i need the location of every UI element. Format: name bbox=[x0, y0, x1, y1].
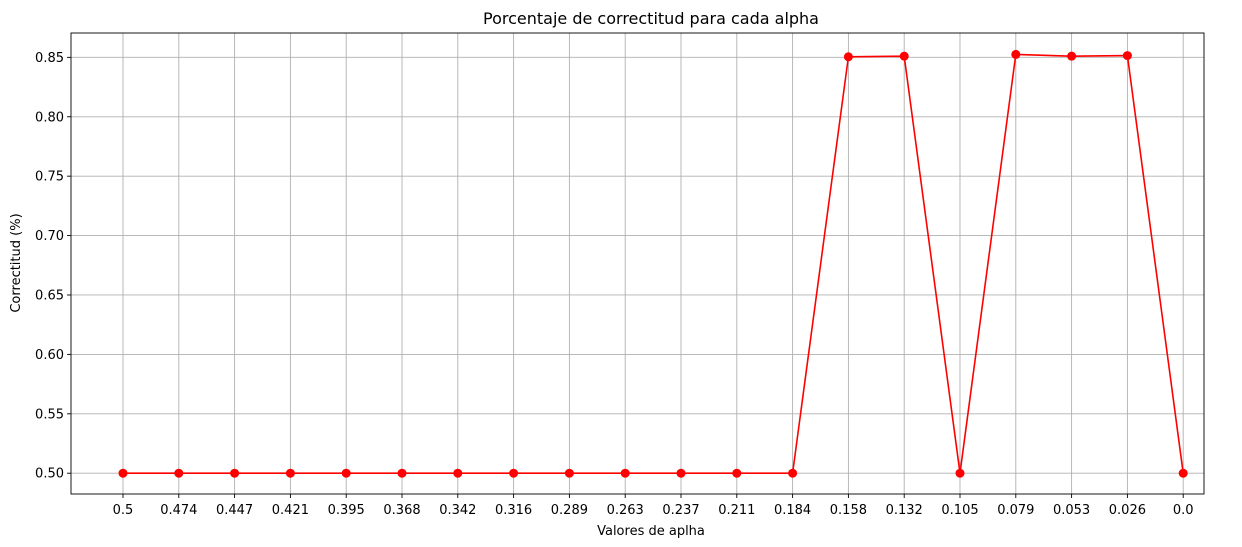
x-tick-label: 0.211 bbox=[718, 503, 755, 518]
data-point bbox=[453, 468, 463, 478]
plot-frame bbox=[70, 32, 1205, 495]
data-point bbox=[899, 51, 909, 61]
x-tick-label: 0.263 bbox=[607, 503, 644, 518]
series-line bbox=[123, 53, 1184, 475]
x-tick-label: 0.0 bbox=[1173, 503, 1194, 518]
data-point bbox=[732, 468, 742, 478]
data-point bbox=[397, 468, 407, 478]
x-tick-label: 0.237 bbox=[662, 503, 699, 518]
x-tick-label: 0.158 bbox=[830, 503, 867, 518]
chart-title: Porcentaje de correctitud para cada alph… bbox=[483, 9, 819, 28]
y-tick-label: 0.70 bbox=[35, 229, 64, 244]
y-tick-label: 0.85 bbox=[35, 51, 64, 66]
x-tick-label: 0.5 bbox=[113, 503, 134, 518]
x-tick-label: 0.105 bbox=[941, 503, 978, 518]
data-point bbox=[1122, 51, 1132, 61]
data-point bbox=[174, 468, 184, 478]
data-point bbox=[955, 468, 965, 478]
y-tick-label: 0.60 bbox=[35, 348, 64, 363]
data-point bbox=[118, 468, 128, 478]
data-point bbox=[676, 468, 686, 478]
x-tick-label: 0.132 bbox=[886, 503, 923, 518]
y-tick-label: 0.55 bbox=[35, 407, 64, 422]
series-layer bbox=[118, 49, 1188, 478]
x-tick-label: 0.342 bbox=[439, 503, 476, 518]
data-point bbox=[1178, 468, 1188, 478]
data-point bbox=[285, 468, 295, 478]
y-tick-label: 0.65 bbox=[35, 288, 64, 303]
y-tick-label: 0.75 bbox=[35, 170, 64, 185]
y-tick-label: 0.50 bbox=[35, 467, 64, 482]
y-tick-label: 0.80 bbox=[35, 110, 64, 125]
x-tick-label: 0.447 bbox=[216, 503, 253, 518]
data-point bbox=[341, 468, 351, 478]
x-axis-label: Valores de aplha bbox=[597, 524, 705, 539]
data-point bbox=[509, 468, 519, 478]
x-tick-label: 0.053 bbox=[1053, 503, 1090, 518]
x-tick-label: 0.474 bbox=[160, 503, 197, 518]
y-axis: 0.50 0.55 0.60 0.65 0.70 0.75 0.80 0.85 bbox=[35, 51, 71, 482]
x-tick-label: 0.184 bbox=[774, 503, 811, 518]
grid bbox=[71, 33, 1204, 494]
data-point bbox=[843, 52, 853, 62]
data-point bbox=[1011, 49, 1021, 59]
x-tick-label: 0.316 bbox=[495, 503, 532, 518]
y-axis-label: Correctitud (%) bbox=[9, 213, 24, 312]
x-tick-label: 0.368 bbox=[383, 503, 420, 518]
x-tick-label: 0.421 bbox=[272, 503, 309, 518]
data-point bbox=[230, 468, 240, 478]
x-axis: 0.5 0.474 0.447 0.421 0.395 0.368 0.342 0.316 0.… bbox=[113, 494, 1194, 518]
data-point bbox=[1067, 51, 1077, 61]
data-point bbox=[620, 468, 630, 478]
x-tick-label: 0.026 bbox=[1109, 503, 1146, 518]
x-tick-label: 0.079 bbox=[997, 503, 1034, 518]
x-tick-label: 0.395 bbox=[328, 503, 365, 518]
x-tick-label: 0.289 bbox=[551, 503, 588, 518]
data-point bbox=[564, 468, 574, 478]
data-point bbox=[788, 468, 798, 478]
